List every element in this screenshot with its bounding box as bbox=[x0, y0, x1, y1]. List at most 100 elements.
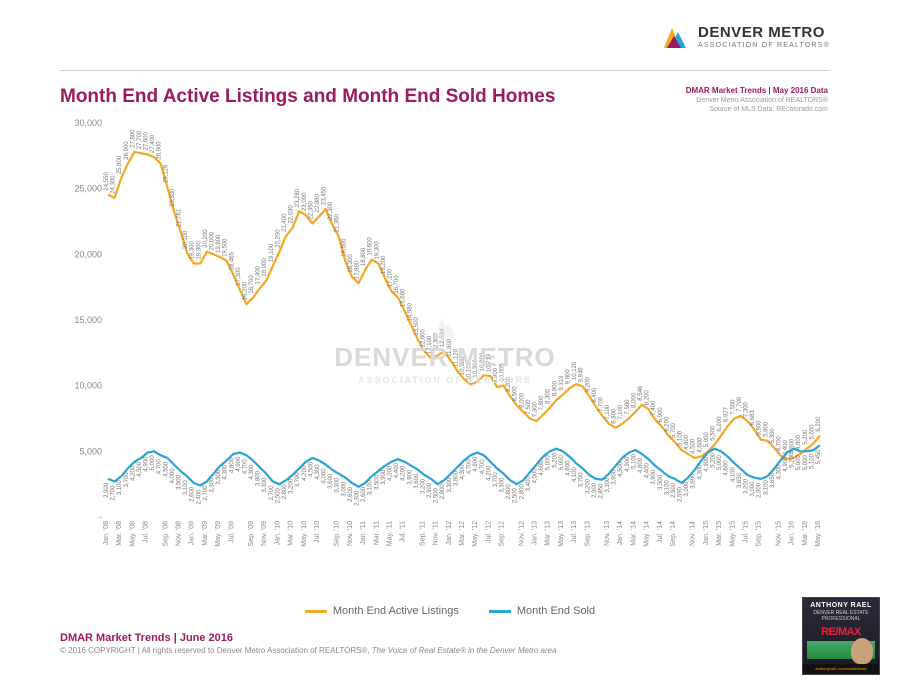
svg-text:Sep. '13: Sep. '13 bbox=[584, 521, 591, 547]
svg-text:5,000: 5,000 bbox=[559, 455, 565, 471]
svg-text:2,700: 2,700 bbox=[111, 485, 117, 501]
svg-text:2,300: 2,300 bbox=[355, 490, 361, 506]
svg-text:4,600: 4,600 bbox=[565, 460, 571, 476]
svg-text:Nov. '09: Nov. '09 bbox=[261, 521, 268, 546]
svg-text:5,000: 5,000 bbox=[803, 455, 809, 471]
svg-text:Jul. '11: Jul. '11 bbox=[400, 521, 407, 543]
svg-text:2,900: 2,900 bbox=[104, 482, 110, 498]
svg-text:Jan. '15: Jan. '15 bbox=[703, 521, 710, 545]
svg-text:2,900: 2,900 bbox=[671, 482, 677, 498]
svg-text:Jan. '10: Jan. '10 bbox=[274, 521, 281, 545]
svg-text:6,900: 6,900 bbox=[658, 407, 664, 423]
subtitle-line1: DMAR Market Trends | May 2016 Data bbox=[686, 86, 828, 96]
svg-text:4,400: 4,400 bbox=[783, 440, 789, 456]
svg-text:8,400: 8,400 bbox=[592, 387, 598, 403]
svg-text:Mar. '12: Mar. '12 bbox=[459, 521, 466, 546]
svg-text:Sep. '09: Sep. '09 bbox=[248, 521, 255, 547]
subtitle-line3: Source of MLS Data: REcolorado.com bbox=[686, 105, 828, 114]
svg-text:19,600: 19,600 bbox=[368, 237, 374, 256]
svg-text:7,800: 7,800 bbox=[539, 395, 545, 411]
svg-text:4,300: 4,300 bbox=[249, 464, 255, 480]
svg-text:19,800: 19,800 bbox=[216, 234, 222, 253]
svg-text:4,900: 4,900 bbox=[783, 456, 789, 472]
svg-text:2,900: 2,900 bbox=[757, 482, 763, 498]
svg-text:19,500: 19,500 bbox=[341, 238, 347, 257]
svg-text:Mar. '15: Mar. '15 bbox=[716, 521, 723, 546]
svg-text:May. '10: May. '10 bbox=[301, 521, 308, 547]
svg-text:4,500: 4,500 bbox=[618, 461, 624, 477]
svg-text:17,400: 17,400 bbox=[256, 265, 262, 284]
svg-text:10,800: 10,800 bbox=[480, 352, 486, 371]
svg-text:3,800: 3,800 bbox=[453, 470, 459, 486]
svg-text:May. '08: May. '08 bbox=[129, 521, 136, 547]
svg-text:3,700: 3,700 bbox=[579, 472, 585, 488]
svg-text:18,200: 18,200 bbox=[381, 255, 387, 274]
svg-text:5,200: 5,200 bbox=[803, 429, 809, 445]
svg-text:23,300: 23,300 bbox=[170, 188, 176, 207]
svg-text:27,600: 27,600 bbox=[144, 132, 150, 151]
svg-text:3,300: 3,300 bbox=[262, 477, 268, 493]
svg-text:27,800: 27,800 bbox=[130, 129, 136, 148]
svg-text:-: - bbox=[99, 512, 102, 522]
svg-text:25,800: 25,800 bbox=[117, 155, 123, 174]
svg-text:4,400: 4,400 bbox=[394, 463, 400, 479]
svg-text:4,600: 4,600 bbox=[697, 437, 703, 453]
chart-plot: DENVER METRO ASSOCIATION OF REALTORS -5,… bbox=[60, 115, 830, 575]
badge-strip: anthonyrael.com/marketstats bbox=[803, 664, 879, 674]
svg-text:3,900: 3,900 bbox=[612, 469, 618, 485]
svg-text:2,600: 2,600 bbox=[361, 486, 367, 502]
svg-text:3,700: 3,700 bbox=[493, 472, 499, 488]
svg-text:4,900: 4,900 bbox=[236, 456, 242, 472]
svg-text:10,500: 10,500 bbox=[460, 356, 466, 375]
svg-text:3,300: 3,300 bbox=[335, 477, 341, 493]
svg-text:3,650: 3,650 bbox=[770, 472, 776, 488]
svg-text:Mar. '14: Mar. '14 bbox=[630, 521, 637, 546]
svg-text:18,300: 18,300 bbox=[348, 254, 354, 273]
svg-text:22,300: 22,300 bbox=[328, 201, 334, 220]
legend-item-active: Month End Active Listings bbox=[305, 605, 459, 617]
svg-text:20,100: 20,100 bbox=[183, 230, 189, 249]
svg-text:Jul. '15: Jul. '15 bbox=[742, 521, 749, 543]
svg-text:3,600: 3,600 bbox=[328, 473, 334, 489]
svg-text:4,600: 4,600 bbox=[539, 460, 545, 476]
svg-text:19,300: 19,300 bbox=[190, 241, 196, 260]
svg-text:3,300: 3,300 bbox=[447, 477, 453, 493]
svg-text:6,200: 6,200 bbox=[717, 416, 723, 432]
svg-text:4,300: 4,300 bbox=[697, 464, 703, 480]
svg-text:7,500: 7,500 bbox=[526, 399, 532, 415]
svg-text:2,500: 2,500 bbox=[434, 488, 440, 504]
svg-text:Nov. '10: Nov. '10 bbox=[347, 521, 354, 546]
svg-text:2,500: 2,500 bbox=[275, 488, 281, 504]
svg-text:Mar. '08: Mar. '08 bbox=[116, 521, 123, 546]
svg-text:Jan. '13: Jan. '13 bbox=[532, 521, 539, 545]
svg-text:9,900: 9,900 bbox=[493, 367, 499, 383]
svg-text:22,030: 22,030 bbox=[289, 205, 295, 224]
svg-text:Sep. '08: Sep. '08 bbox=[162, 521, 169, 547]
svg-text:3,000: 3,000 bbox=[684, 481, 690, 497]
svg-text:Jul. '13: Jul. '13 bbox=[571, 521, 578, 543]
svg-text:3,400: 3,400 bbox=[526, 476, 532, 492]
svg-text:3,500: 3,500 bbox=[374, 474, 380, 490]
svg-text:3,900: 3,900 bbox=[651, 469, 657, 485]
svg-text:18,465: 18,465 bbox=[229, 251, 235, 270]
svg-text:8,900: 8,900 bbox=[552, 380, 558, 396]
footer: DMAR Market Trends | June 2016 © 2016 CO… bbox=[60, 632, 557, 655]
svg-text:5,000: 5,000 bbox=[717, 455, 723, 471]
svg-text:3,200: 3,200 bbox=[585, 478, 591, 494]
footer-copy-b: The Voice of Real Estate® in the Denver … bbox=[372, 646, 557, 655]
svg-text:3,500: 3,500 bbox=[658, 474, 664, 490]
svg-text:8,000: 8,000 bbox=[631, 392, 637, 408]
svg-text:18,800: 18,800 bbox=[361, 247, 367, 266]
svg-text:4,700: 4,700 bbox=[242, 459, 248, 475]
svg-text:10,300: 10,300 bbox=[473, 359, 479, 378]
svg-text:12,100: 12,100 bbox=[427, 335, 433, 354]
svg-text:3,100: 3,100 bbox=[763, 480, 769, 496]
svg-text:9,946: 9,946 bbox=[579, 367, 585, 383]
svg-text:3,100: 3,100 bbox=[183, 480, 189, 496]
svg-text:May. '14: May. '14 bbox=[644, 521, 651, 547]
svg-text:2,800: 2,800 bbox=[440, 484, 446, 500]
svg-text:4,700: 4,700 bbox=[467, 459, 473, 475]
svg-text:6,683: 6,683 bbox=[750, 410, 756, 426]
legend-label-active: Month End Active Listings bbox=[333, 605, 459, 617]
footer-title: DMAR Market Trends | June 2016 bbox=[60, 632, 557, 644]
